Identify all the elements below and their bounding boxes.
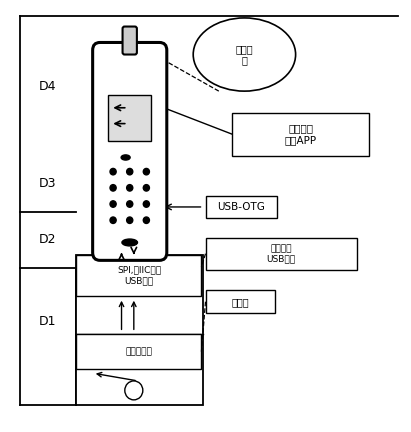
Circle shape: [143, 201, 150, 207]
Text: 云服务
器: 云服务 器: [236, 44, 253, 65]
Circle shape: [143, 217, 150, 223]
Text: USB-OTG: USB-OTG: [217, 202, 265, 212]
Circle shape: [110, 201, 116, 207]
Bar: [76, 255, 203, 406]
Text: D4: D4: [39, 80, 57, 93]
Ellipse shape: [122, 239, 138, 246]
Bar: [109, 95, 151, 141]
Ellipse shape: [121, 155, 130, 160]
Bar: [206, 238, 357, 270]
Circle shape: [143, 168, 150, 175]
Circle shape: [127, 168, 133, 175]
FancyBboxPatch shape: [92, 42, 167, 260]
Circle shape: [110, 184, 116, 191]
Ellipse shape: [193, 18, 296, 91]
Circle shape: [110, 168, 116, 175]
Circle shape: [127, 201, 133, 207]
Circle shape: [143, 184, 150, 191]
Bar: [76, 255, 201, 295]
Text: 通信接口
USB接口: 通信接口 USB接口: [267, 244, 296, 264]
Text: D2: D2: [39, 233, 57, 246]
Text: 气体传感器: 气体传感器: [125, 347, 152, 356]
FancyBboxPatch shape: [122, 26, 137, 54]
Circle shape: [127, 184, 133, 191]
Text: 传感器: 传感器: [231, 297, 249, 307]
Bar: [206, 290, 275, 313]
Circle shape: [110, 217, 116, 223]
Text: D3: D3: [39, 177, 57, 190]
Text: 智能手机
用软APP: 智能手机 用软APP: [285, 124, 317, 145]
Bar: [76, 334, 201, 369]
Bar: [206, 196, 277, 218]
Circle shape: [127, 217, 133, 223]
Text: D1: D1: [39, 315, 57, 328]
Text: SPI,等IIC接口
USB接口: SPI,等IIC接口 USB接口: [117, 266, 161, 285]
Bar: [232, 113, 369, 156]
